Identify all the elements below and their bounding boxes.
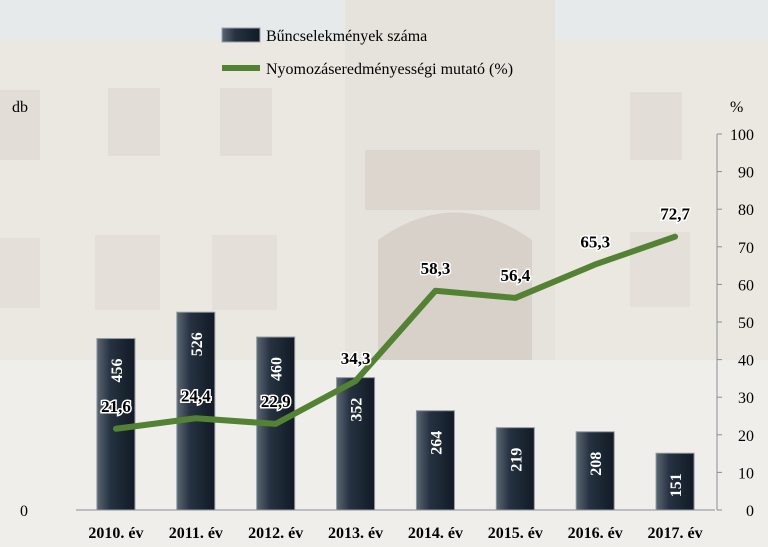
line-data-label: 58,3: [421, 259, 451, 278]
legend-bar-swatch: [221, 27, 261, 43]
line-point: [434, 290, 436, 292]
legend-line-label: Nyomozáseredményességi mutató (%): [266, 61, 513, 78]
bar-data-label: 352: [349, 398, 366, 422]
bar: [655, 452, 695, 511]
line-point: [514, 297, 516, 299]
x-axis-tick-label: 2014. év: [408, 525, 463, 542]
line-data-label: 21,6: [101, 397, 131, 416]
x-axis-tick-label: 2013. év: [328, 525, 383, 542]
x-axis-tick-label: 2010. év: [88, 525, 143, 542]
line-data-label: 72,7: [660, 205, 690, 224]
line-point: [594, 263, 596, 265]
right-axis-tick-label: 100: [730, 127, 754, 144]
line-data-label: 34,3: [341, 349, 371, 368]
line-series-path: [112, 233, 679, 432]
x-axis-tick-label: 2016. év: [568, 525, 623, 542]
right-axis-tick-label: 60: [738, 277, 754, 294]
line-point: [115, 428, 117, 430]
left-axis-unit: db: [12, 99, 28, 116]
right-axis-tick-label: 10: [738, 465, 754, 482]
legend-item-line: Nyomozáseredményességi mutató (%): [222, 61, 513, 78]
legend-item-bar: Bűncselekmények száma: [221, 27, 427, 45]
bar: [575, 431, 615, 511]
right-axis-tick-label: 20: [738, 428, 754, 445]
right-axis-tick-label: 50: [738, 315, 754, 332]
bar-data-label: 460: [269, 357, 286, 381]
line-data-label: 65,3: [580, 232, 610, 251]
right-axis-tick-label: 80: [738, 202, 754, 219]
line-labels: 21,6 24,4 22,9 34,3 58,3 56,4 65,3 72,7: [100, 203, 692, 417]
right-axis-unit: %: [730, 99, 743, 116]
right-axis-tick-label: 30: [738, 390, 754, 407]
x-axis-tick-label: 2012. év: [248, 525, 303, 542]
bar: [176, 311, 216, 511]
line-data-label: 56,4: [500, 266, 530, 285]
line-data-label: 24,4: [181, 386, 211, 405]
bar-data-label: 219: [508, 448, 525, 472]
line-data-label: 22,9: [261, 392, 291, 411]
line-point: [275, 423, 277, 425]
line-series: [112, 233, 679, 432]
bar-data-label: 526: [189, 332, 206, 356]
bar-data-label: 264: [428, 431, 445, 455]
x-axis-tick-label: 2017. év: [648, 525, 703, 542]
x-axis-tick-label: 2015. év: [488, 525, 543, 542]
right-axis-tick-label: 40: [738, 353, 754, 370]
bar: [336, 377, 376, 511]
bar-data-label: 456: [109, 359, 126, 383]
right-axis-tick-label: 0: [746, 503, 754, 520]
line-point: [674, 236, 676, 238]
bar: [495, 427, 535, 511]
x-axis-labels: 2010. év 2011. év 2012. év 2013. év 2014. év…: [88, 525, 702, 542]
line-point: [355, 380, 357, 382]
right-axis-tick-label: 90: [738, 165, 754, 182]
bar-labels: 456 526 460 352 264 219 208 151: [109, 332, 685, 497]
bar: [415, 410, 455, 511]
legend-bar-label: Bűncselekmények száma: [266, 28, 427, 45]
right-axis: 0 10 20 30 40 50 60 70 80 90 100: [716, 127, 754, 520]
x-axis-tick-label: 2011. év: [169, 525, 223, 542]
right-axis-tick-label: 70: [738, 240, 754, 257]
bar-data-label: 208: [588, 452, 605, 476]
legend: Bűncselekmények száma Nyomozáseredményes…: [221, 27, 513, 78]
line-point: [195, 417, 197, 419]
left-axis-zero-label: 0: [20, 503, 28, 520]
bar-data-label: 151: [668, 473, 685, 497]
